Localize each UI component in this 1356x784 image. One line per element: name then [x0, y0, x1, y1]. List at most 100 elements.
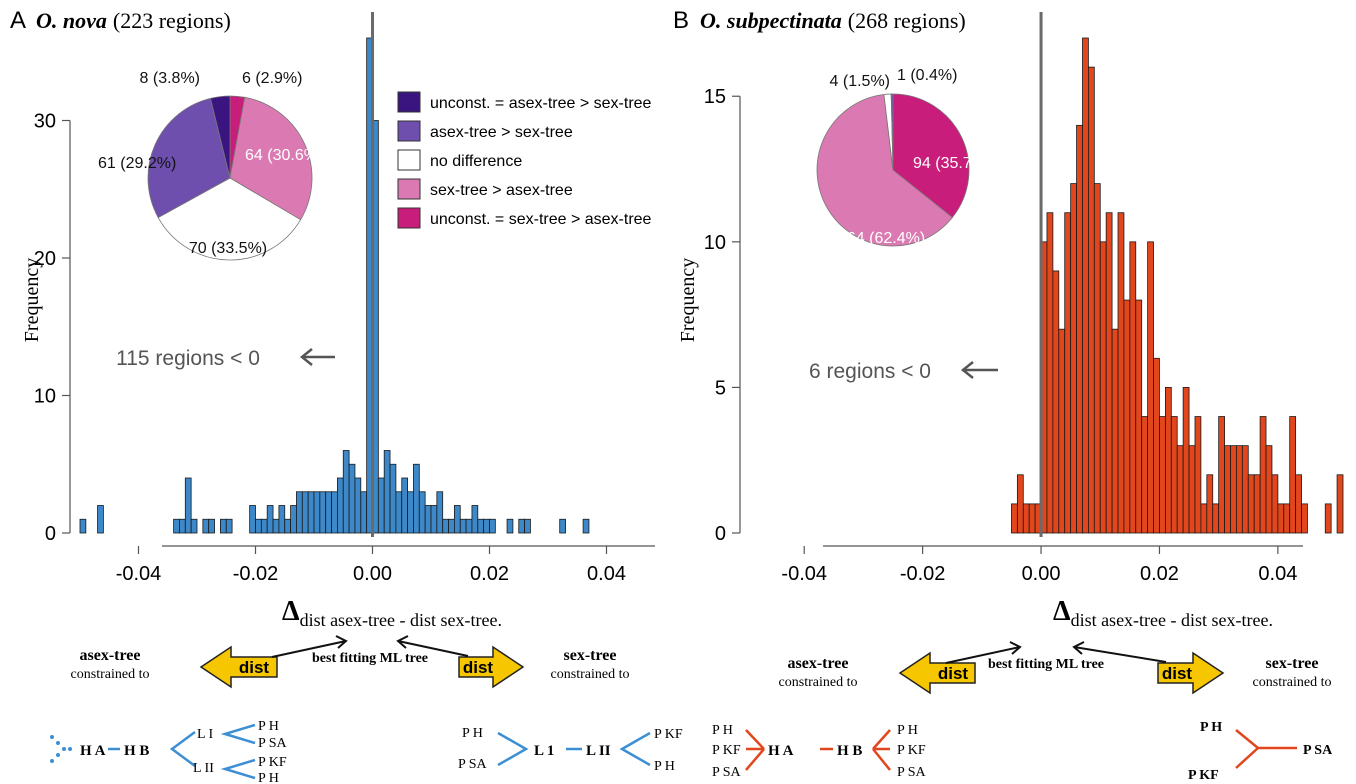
schematic-b-left-dist-label: dist — [938, 664, 969, 683]
histogram-bar — [1159, 416, 1166, 534]
histogram-bar — [559, 518, 566, 534]
x-tick-label: 0.00 — [1022, 563, 1061, 585]
histogram-bar — [518, 518, 525, 534]
histogram-bar — [401, 477, 408, 534]
histogram-bar — [342, 450, 350, 534]
histogram-bar — [79, 518, 87, 534]
histogram-bar — [348, 463, 356, 534]
histogram-bar — [1011, 503, 1018, 534]
panel-b-xlabel: Δdist asex-tree - dist sex-tree. — [1053, 596, 1273, 630]
x-tick-label: 0.00 — [353, 563, 392, 585]
histogram-bar — [1111, 328, 1119, 534]
histogram-bar — [1052, 270, 1060, 534]
schematic-b-node-psa2: P SA — [897, 765, 927, 780]
histogram-bar — [260, 518, 268, 534]
histogram-bar — [1253, 474, 1261, 534]
panel-b-xlabel-delta: Δ — [1053, 596, 1071, 627]
x-tick-label: 0.02 — [1140, 563, 1179, 585]
legend-label: sex-tree > asex-tree — [430, 182, 573, 199]
schematic-b-sex-node-psa: P SA — [1303, 743, 1333, 758]
schematic-b-center-label: best fitting ML tree — [988, 657, 1104, 672]
schematic-b-node-ph1: P H — [712, 723, 733, 738]
x-tick-label: 0.02 — [470, 563, 509, 585]
histogram-bar — [301, 491, 309, 534]
legend-label: unconst. = asex-tree > sex-tree — [430, 95, 652, 112]
histogram-bar — [465, 518, 473, 534]
x-tick-label: -0.02 — [900, 563, 946, 585]
histogram-bar — [407, 491, 414, 534]
schematic-b-asex-tree: P H P KF P SA H A H B P H P KF P SA — [712, 723, 927, 780]
schematic-a-left-dist-label: dist — [239, 658, 270, 677]
schematic-a-node-ph1: P H — [258, 719, 279, 734]
x-tick-label: 0.04 — [1258, 563, 1297, 585]
histogram-bar — [1046, 212, 1054, 534]
schematic-a-node-ha: H A — [80, 743, 106, 759]
pie-label: 6 (2.9%) — [242, 70, 302, 87]
histogram-bar — [424, 505, 432, 534]
legend-swatch — [397, 91, 421, 113]
histogram-bar — [255, 518, 262, 534]
histogram-bar — [290, 505, 297, 534]
schematic-b-pointer-arrows — [945, 641, 1167, 664]
schematic-a-node-l1: L I — [197, 727, 214, 742]
histogram-bar — [442, 518, 449, 534]
schematic-b-node-pkf1: P KF — [712, 743, 741, 758]
histogram-bar — [179, 518, 186, 534]
histogram-bar — [1088, 66, 1095, 534]
schematic-a-sex-node-l1: L 1 — [534, 743, 554, 759]
histogram-bar — [1099, 241, 1107, 534]
histogram-bar — [97, 505, 104, 534]
histogram-bar — [1247, 474, 1255, 534]
histogram-bar — [219, 518, 227, 534]
histogram-bar — [225, 518, 233, 534]
panel-a-bars — [79, 37, 590, 534]
histogram-bar — [360, 491, 368, 534]
histogram-bar — [1135, 299, 1143, 534]
histogram-bar — [477, 518, 485, 534]
y-tick-label: 5 — [715, 377, 726, 399]
pie-label: 70 (33.5%) — [189, 240, 267, 257]
panel-b-title: O. subpectinata (268 regions) — [700, 8, 966, 33]
pie-label: 61 (29.2%) — [98, 155, 176, 172]
y-tick-label: 0 — [715, 523, 726, 545]
histogram-bar — [331, 491, 338, 534]
panel-b-bars — [1011, 37, 1344, 534]
histogram-bar — [395, 491, 403, 534]
pie-label: 164 (62.4%) — [838, 230, 925, 247]
histogram-bar — [1170, 416, 1178, 534]
schematic-a-sex-node-pkf: P KF — [654, 727, 683, 742]
schematic-a-node-l2: L II — [193, 761, 214, 776]
schematic-b-sex-node-ph: P H — [1200, 720, 1222, 735]
pie-slice — [892, 93, 970, 219]
panel-b-annotation: 6 regions < 0 — [809, 360, 931, 383]
legend: unconst. = asex-tree > sex-tree asex-tree… — [397, 91, 652, 229]
panel-b-x-axis: -0.04 -0.02 0.00 0.02 0.04 — [781, 545, 1303, 585]
histogram-bar — [1206, 474, 1214, 534]
panel-a: A O. nova (223 regions) Frequency 0 10 20 30… — [10, 7, 655, 630]
legend-swatch — [397, 120, 421, 142]
histogram-bar — [1182, 387, 1190, 534]
schematic-a-node-hb: H B — [124, 743, 149, 759]
schematic-a-node-psa: P SA — [258, 736, 288, 751]
histogram-bar — [1117, 212, 1125, 534]
histogram-bar — [1289, 416, 1297, 534]
histogram-bar — [1277, 503, 1285, 534]
histogram-bar — [1082, 37, 1089, 534]
legend-swatch — [397, 149, 421, 171]
schematic-b-asex-title: asex-tree — [788, 655, 849, 672]
panel-b: B O. subpectinata (268 regions) Frequency… — [673, 7, 1344, 630]
schematic-b-asex-sub: constrained to — [779, 675, 858, 690]
histogram-bar — [354, 477, 362, 534]
schematic-b-right-dist-label: dist — [1162, 664, 1193, 683]
histogram-bar — [383, 450, 391, 534]
histogram-bar — [1218, 416, 1225, 534]
histogram-bar — [1295, 474, 1302, 534]
schematic-a-left-dist-arrow: dist — [199, 645, 278, 689]
schematic-a-dots — [50, 735, 72, 763]
legend-swatch — [397, 178, 421, 200]
schematic-b: asex-tree constrained to dist best fitti… — [712, 641, 1333, 783]
histogram-bar — [418, 491, 426, 534]
histogram-bar — [1283, 503, 1291, 534]
panel-a-regions: (223 regions) — [113, 8, 231, 33]
